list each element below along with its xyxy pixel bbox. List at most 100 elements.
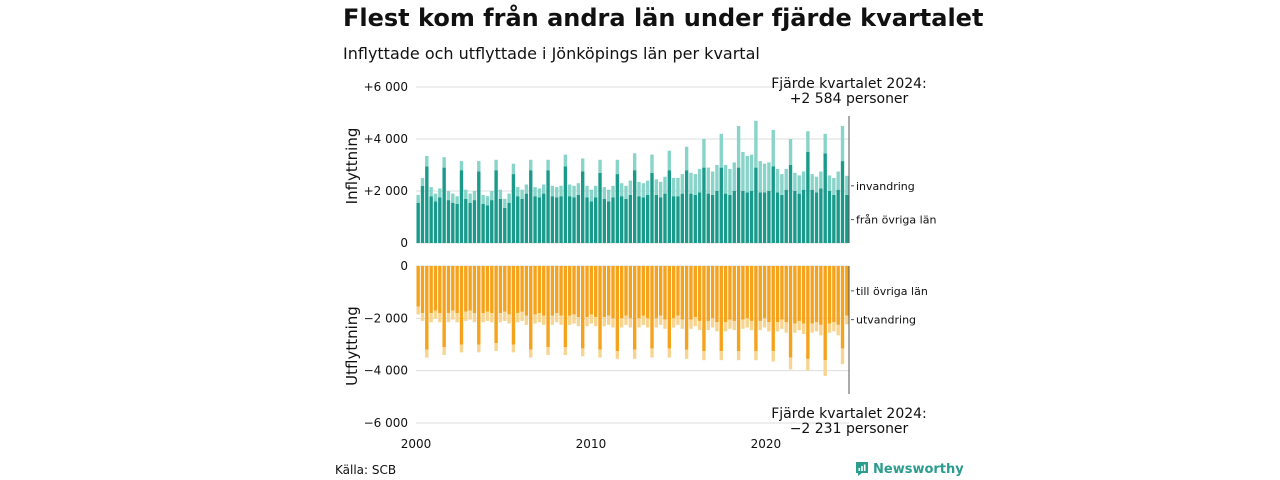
inflow-bar-invandring: [628, 180, 633, 195]
inflow-bar-ovriga-lan: [780, 194, 784, 243]
inflow-bar-ovriga-lan: [446, 200, 451, 243]
inflow-bar-ovriga-lan: [555, 197, 559, 243]
outflow-bar-ovriga-lan: [719, 266, 723, 352]
outflow-bar-utvandring: [819, 324, 823, 336]
latest-quarter-annotation: Fjärde kvartalet 2024:: [771, 76, 927, 92]
inflow-bar-invandring: [416, 194, 420, 203]
outflow-bar-ovriga-lan: [767, 266, 771, 323]
inflow-bar-invandring: [689, 172, 693, 194]
inflow-bar-invandring: [680, 174, 684, 194]
outflow-bar-utvandring: [676, 315, 680, 325]
outflow-bar-utvandring: [468, 310, 472, 320]
outflow-bar-utvandring: [477, 344, 481, 353]
inflow-bar-ovriga-lan: [827, 191, 832, 243]
outflow-bar-utvandring: [555, 313, 559, 323]
inflow-bar-invandring: [693, 174, 697, 195]
inflow-bar-invandring: [645, 180, 650, 195]
inflow-bar-invandring: [671, 178, 676, 197]
inflow-bar-invandring: [767, 162, 771, 191]
inflow-bar-invandring: [602, 187, 607, 199]
inflow-bar-invandring: [810, 174, 814, 190]
inflow-bar-ovriga-lan: [710, 194, 715, 243]
outflow-y-tick-label: −2 000: [364, 311, 408, 325]
outflow-bar-ovriga-lan: [546, 266, 550, 348]
outflow-bar-utvandring: [754, 351, 758, 361]
inflow-bar-invandring: [788, 139, 793, 165]
outflow-bar-ovriga-lan: [641, 266, 646, 316]
inflow-bar-invandring: [546, 159, 550, 171]
outflow-bar-ovriga-lan: [581, 266, 585, 349]
outflow-bar-utvandring: [568, 315, 572, 325]
outflow-bar-ovriga-lan: [606, 266, 611, 316]
outflow-bar-utvandring: [654, 318, 659, 328]
outflow-bar-utvandring: [836, 324, 840, 336]
outflow-bar-ovriga-lan: [762, 266, 767, 319]
outflow-bar-ovriga-lan: [823, 266, 827, 361]
outflow-bar-ovriga-lan: [806, 266, 810, 359]
outflow-bar-utvandring: [719, 351, 723, 361]
outflow-bar-utvandring: [546, 347, 550, 355]
inflow-bar-invandring: [762, 163, 767, 193]
inflow-bar-invandring: [845, 175, 849, 195]
outflow-bar-utvandring: [767, 322, 771, 332]
inflow-bar-invandring: [775, 168, 780, 193]
outflow-bar-utvandring: [416, 306, 420, 315]
outflow-bar-ovriga-lan: [524, 266, 529, 316]
outflow-bar-utvandring: [429, 313, 433, 323]
outflow-bar-utvandring: [689, 319, 693, 329]
inflow-bar-ovriga-lan: [745, 192, 749, 243]
outflow-bar-utvandring: [563, 347, 568, 355]
inflow-bar-invandring: [836, 171, 840, 190]
source-note: Källa: SCB: [335, 463, 397, 477]
outflow-bar-ovriga-lan: [632, 266, 637, 350]
outflow-bar-utvandring: [788, 357, 793, 370]
inflow-bar-invandring: [624, 185, 628, 199]
outflow-bar-ovriga-lan: [780, 266, 784, 320]
outflow-bar-ovriga-lan: [429, 266, 433, 314]
inflow-bar-ovriga-lan: [762, 192, 767, 243]
series-label: invandring: [856, 180, 915, 193]
outflow-bar-utvandring: [814, 322, 819, 332]
outflow-bar-ovriga-lan: [420, 266, 425, 314]
inflow-bar-invandring: [572, 185, 576, 198]
inflow-bar-invandring: [537, 188, 542, 198]
inflow-bar-invandring: [832, 178, 836, 195]
inflow-bar-invandring: [585, 185, 589, 198]
inflow-bar-ovriga-lan: [576, 194, 581, 243]
outflow-bar-ovriga-lan: [832, 266, 836, 323]
outflow-bar-ovriga-lan: [529, 266, 533, 350]
inflow-y-tick-label: +4 000: [364, 132, 408, 146]
inflow-bar-invandring: [503, 198, 507, 208]
outflow-bar-ovriga-lan: [433, 266, 438, 311]
outflow-bar-utvandring: [641, 315, 646, 325]
outflow-bar-ovriga-lan: [784, 266, 788, 323]
outflow-bar-utvandring: [485, 311, 490, 321]
outflow-bar-utvandring: [438, 313, 442, 323]
inflow-bar-ovriga-lan: [533, 196, 537, 243]
outflow-bar-utvandring: [481, 313, 485, 323]
inflow-bar-ovriga-lan: [511, 174, 516, 243]
inflow-bar-invandring: [771, 129, 775, 167]
inflow-bar-ovriga-lan: [676, 196, 680, 243]
outflow-bar-utvandring: [425, 349, 429, 358]
outflow-bar-ovriga-lan: [667, 266, 671, 349]
inflow-bar-ovriga-lan: [801, 189, 806, 243]
inflow-bar-invandring: [511, 163, 516, 175]
outflow-bar-ovriga-lan: [637, 266, 641, 319]
outflow-bar-ovriga-lan: [468, 266, 472, 311]
outflow-bar-ovriga-lan: [624, 266, 628, 316]
inflow-bar-ovriga-lan: [442, 167, 446, 243]
inflow-bar-ovriga-lan: [524, 193, 529, 243]
inflow-bar-ovriga-lan: [732, 191, 736, 243]
inflow-bar-ovriga-lan: [451, 202, 455, 243]
inflow-bar-ovriga-lan: [628, 194, 633, 243]
outflow-bar-utvandring: [732, 320, 736, 331]
inflow-bar-ovriga-lan: [632, 170, 637, 243]
outflow-bar-utvandring: [585, 317, 589, 327]
outflow-bar-utvandring: [706, 320, 710, 331]
inflow-bar-ovriga-lan: [438, 197, 442, 243]
inflow-bar-ovriga-lan: [619, 196, 624, 243]
inflow-bar-ovriga-lan: [490, 200, 494, 243]
outflow-bar-utvandring: [572, 314, 576, 324]
